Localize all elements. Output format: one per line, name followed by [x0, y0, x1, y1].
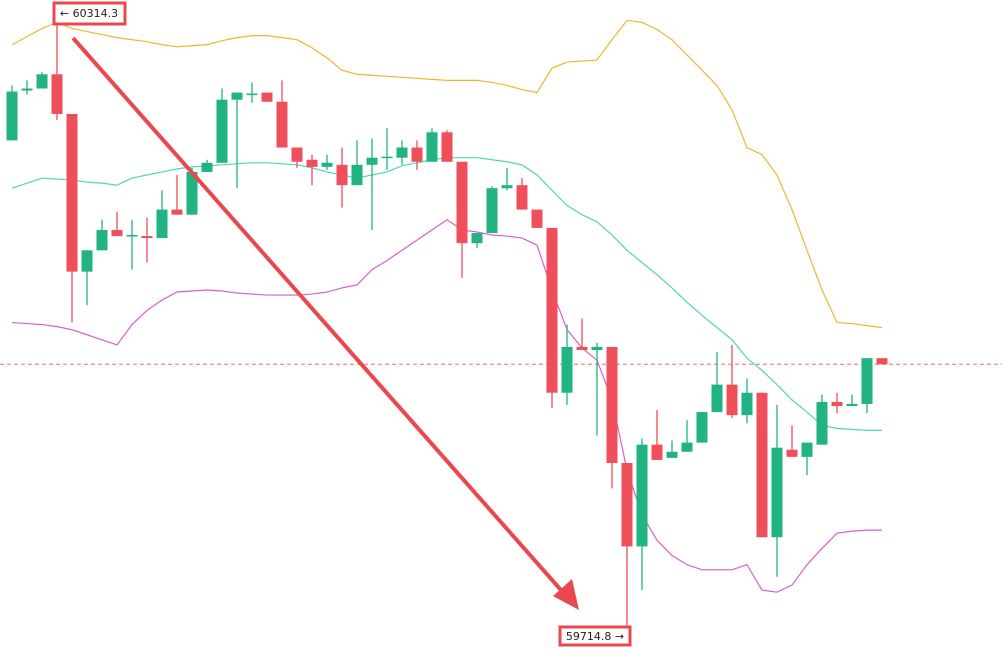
candle-body — [726, 384, 738, 416]
candle-body — [216, 99, 228, 163]
candle-body — [861, 358, 873, 404]
candle-body — [516, 185, 528, 210]
candle-body — [606, 346, 618, 463]
candle-body — [171, 209, 183, 215]
candle-body — [246, 93, 258, 96]
arrow-shaft — [71, 36, 570, 600]
candle-body — [156, 209, 168, 239]
candle-body — [381, 156, 393, 159]
candle-body — [876, 358, 888, 365]
high-annotation: ← 60314.3 — [52, 1, 127, 26]
bollinger-band — [11, 219, 882, 593]
candle-body — [6, 91, 18, 141]
candle-body — [261, 92, 273, 102]
candle-body — [816, 401, 828, 445]
candle-body — [456, 161, 468, 244]
candle-body — [471, 233, 483, 244]
candle-body — [621, 462, 633, 547]
candles — [6, 18, 888, 628]
candle-body — [486, 188, 498, 234]
candle-body — [96, 229, 108, 251]
candle-body — [21, 88, 33, 91]
candle-body — [546, 227, 558, 393]
candle-body — [666, 451, 678, 458]
candle-body — [66, 113, 78, 272]
candle-body — [36, 74, 48, 89]
label-box — [52, 1, 127, 26]
arrow-head — [553, 579, 579, 610]
candle-body — [576, 346, 588, 351]
candle-body — [561, 346, 573, 393]
candle-body — [846, 403, 858, 406]
low-label: 59714.8 → — [566, 630, 624, 643]
candle-body — [681, 442, 693, 452]
candle-body — [696, 412, 708, 443]
high-label: ← 60314.3 — [60, 7, 118, 20]
candle-body — [321, 162, 333, 167]
candle-body — [711, 384, 723, 413]
candle-body — [501, 185, 513, 189]
candle-body — [801, 442, 813, 457]
candle-body — [411, 147, 423, 162]
candle-body — [426, 132, 438, 162]
low-annotation: 59714.8 → — [558, 625, 632, 647]
candle-body — [831, 401, 843, 406]
candle-body — [306, 159, 318, 167]
candle-body — [291, 147, 303, 162]
candle-body — [81, 250, 93, 272]
candle-body — [231, 92, 243, 100]
candle-body — [186, 171, 198, 215]
candle-body — [276, 101, 288, 148]
candle-body — [351, 164, 363, 186]
trend-arrow — [71, 36, 579, 610]
bands — [11, 19, 883, 593]
candle-body — [201, 162, 213, 172]
bollinger-band — [11, 157, 882, 431]
candle-body — [51, 74, 63, 114]
candle-body — [336, 164, 348, 186]
candle-body — [126, 235, 138, 237]
candle-body — [636, 444, 648, 547]
candle-body — [111, 229, 123, 237]
candle-body — [396, 147, 408, 158]
candle-body — [651, 444, 663, 460]
candle-body — [366, 157, 378, 165]
candle-body — [786, 449, 798, 457]
candle-body — [756, 392, 768, 538]
candle-body — [141, 236, 153, 239]
candle-body — [591, 346, 603, 351]
candle-body — [741, 392, 753, 416]
label-box — [558, 625, 632, 647]
candle-body — [531, 209, 543, 228]
bollinger-band — [11, 19, 883, 329]
candle-body — [441, 132, 453, 162]
candle-body — [771, 447, 783, 538]
